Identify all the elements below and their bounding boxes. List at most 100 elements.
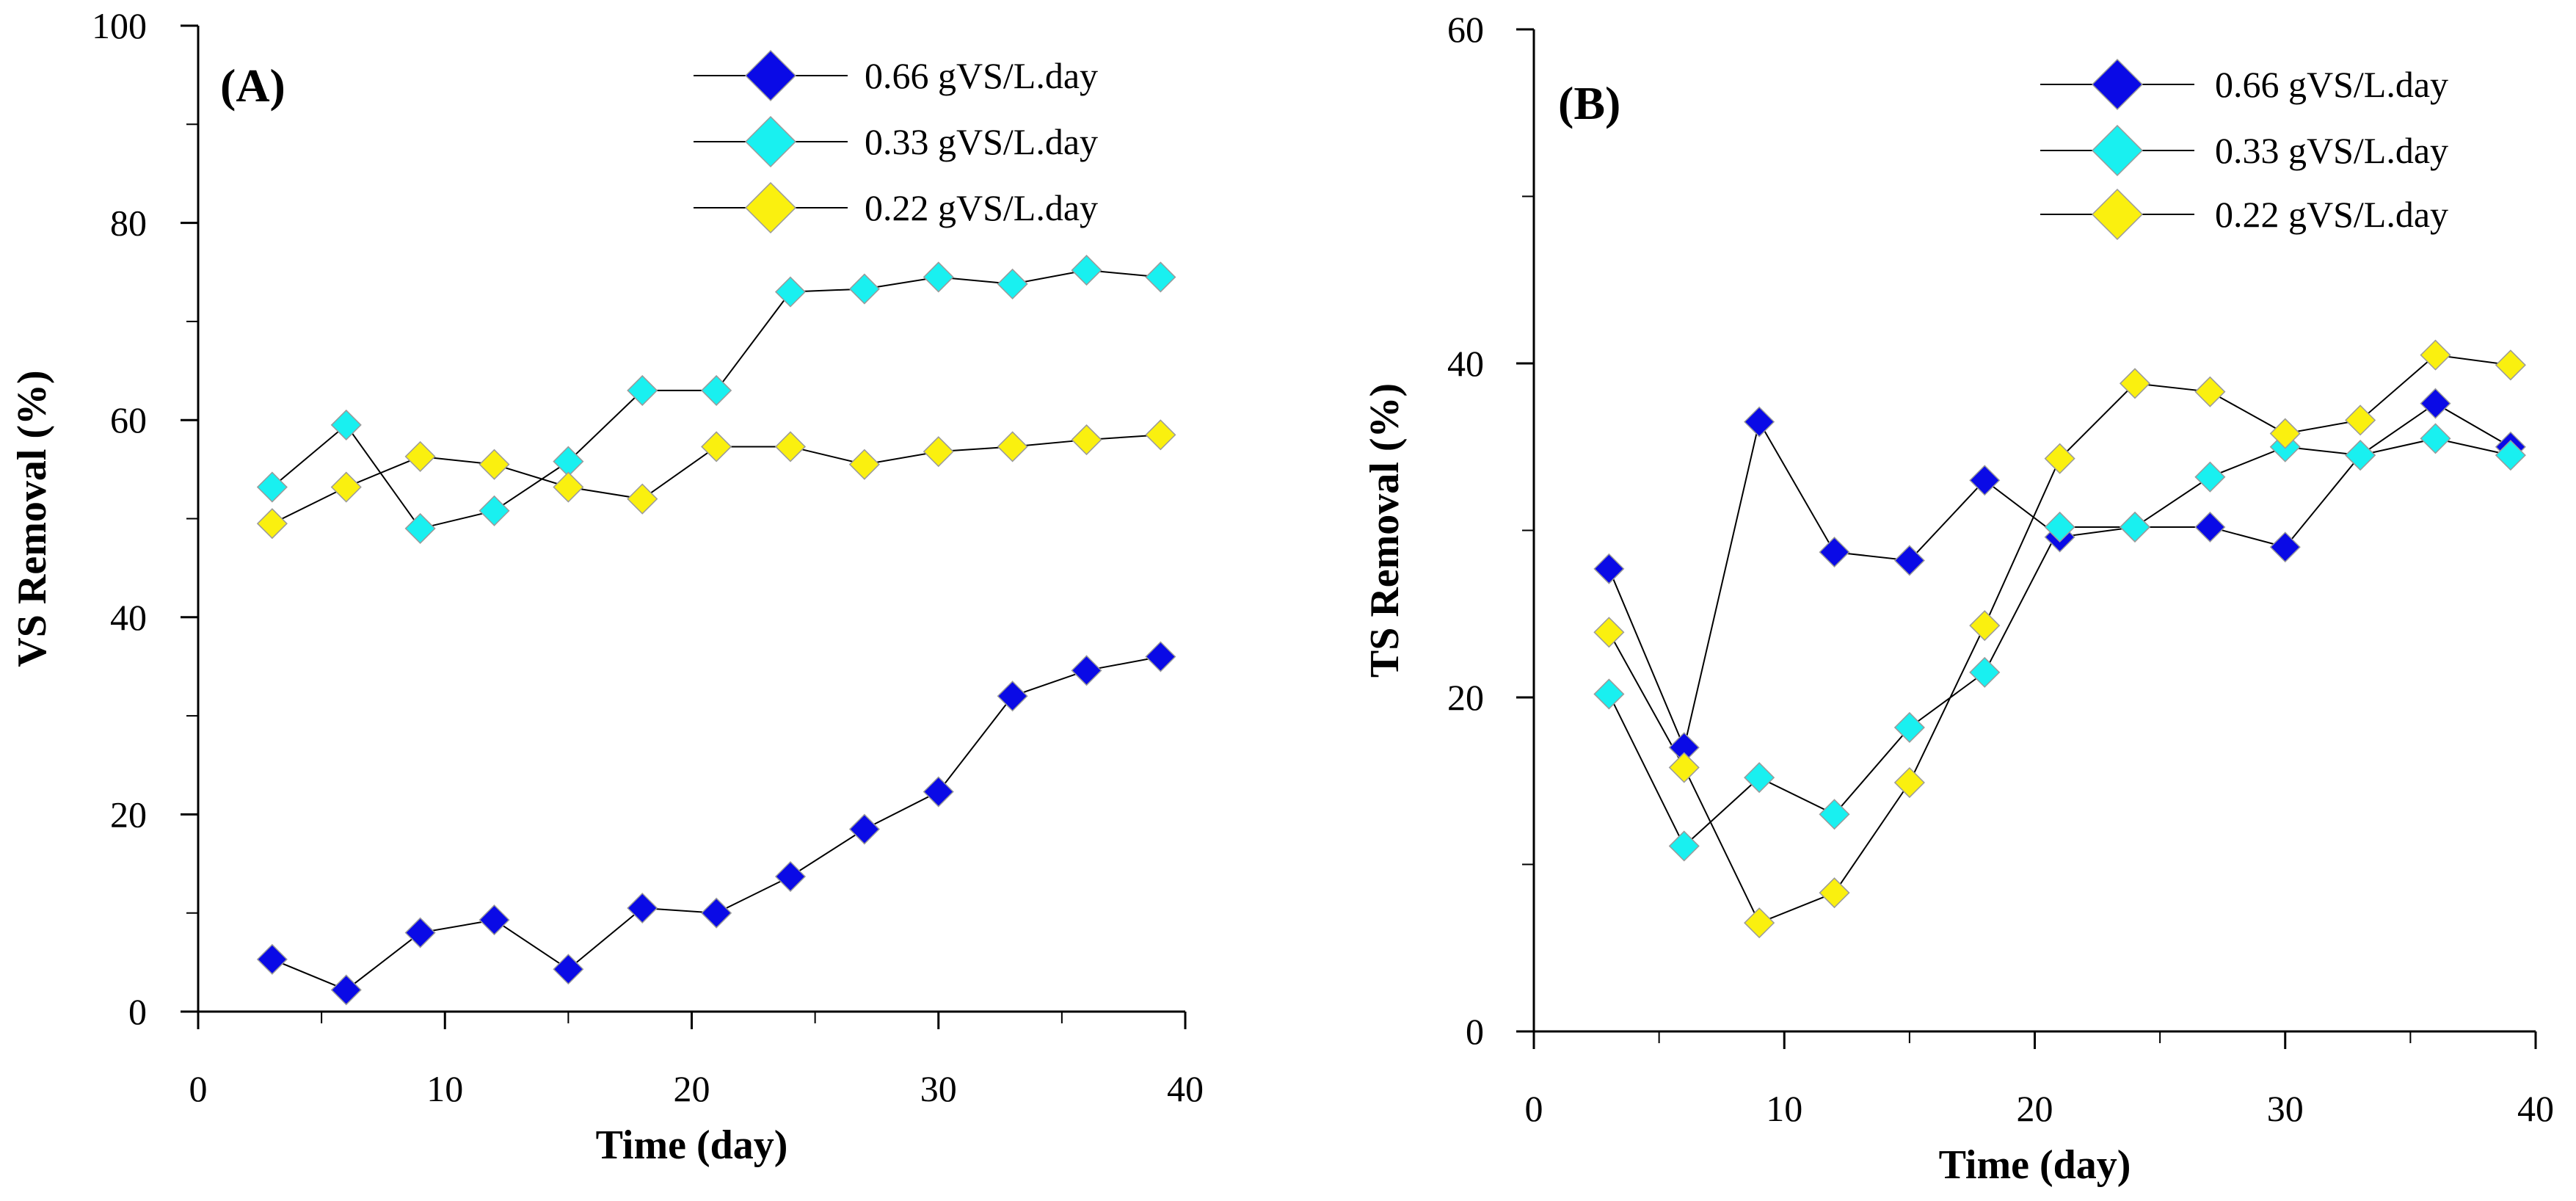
panel-a-y-tick-label: 60 [110,399,147,440]
panel-a-point-s1-11 [1071,255,1102,286]
panel-a-y-tick-label: 100 [92,5,147,46]
panel-a-point-s2-0 [256,508,288,540]
panel-b-point-s2-9 [2269,418,2301,449]
panel-a-x-tick-label: 10 [426,1068,463,1109]
panel-a-point-s1-10 [997,268,1028,300]
panel-b-label: (B) [1558,77,1620,129]
panel-a-point-s0-12 [1145,641,1176,672]
panel-b-y-axis-title: TS Removal (%) [1362,383,1408,678]
panel-a-point-s2-3 [479,449,510,480]
panel-b-x-axis-title: Time (day) [1939,1142,2131,1188]
panel-b-x-tick-label: 40 [2517,1088,2554,1129]
panel-b-point-s2-11 [2420,339,2451,371]
panel-a-point-s0-7 [774,860,807,893]
panel-a-point-s0-6 [701,897,732,929]
panel-a-point-s2-10 [997,431,1028,462]
panel-a-legend-marker-1 [744,115,797,168]
panel-a-legend-marker-0 [744,49,797,102]
panel-a-x-tick-label: 0 [189,1068,208,1109]
panel-b-legend-marker-1 [2091,124,2144,177]
panel-b-point-s1-12 [2495,440,2526,471]
panel-a-legend-marker-2 [744,181,797,234]
panel-b-point-s2-6 [2044,443,2075,474]
panel-b-point-s0-5 [1969,465,2001,496]
panel-b-point-s2-10 [2345,404,2376,436]
panel-a-point-s1-12 [1145,261,1176,293]
panel-b-legend-marker-2 [2091,188,2144,241]
panel-a-x-tick-label: 30 [920,1068,957,1109]
panel-a-point-s1-6 [701,374,732,406]
panel-a-x-axis-title: Time (day) [596,1122,788,1168]
panel-b-point-s2-3 [1819,877,1850,909]
panel-a-point-s2-7 [774,431,807,462]
panel-a-legend-label-2: 0.22 gVS/L.day [865,187,1098,228]
panel-b-point-s1-10 [2345,440,2376,471]
panel-a-point-s2-8 [848,449,880,480]
panel-b-point-s0-11 [2420,388,2451,419]
panel-a-legend-label-1: 0.33 gVS/L.day [865,121,1098,162]
panel-b-legend-label-2: 0.22 gVS/L.day [2215,194,2448,235]
panel-b-point-s1-1 [1668,830,1700,862]
panel-b-point-s0-0 [1593,553,1625,584]
panel-a-point-s0-9 [923,776,954,808]
panel-b-point-s1-5 [1969,656,2001,688]
panel-a-x-tick-label: 40 [1167,1068,1204,1109]
panel-a-y-tick-label: 40 [110,597,147,638]
panel-b-point-s1-7 [2119,511,2151,543]
panel-a-y-tick-label: 80 [110,203,147,244]
panel-a-point-s0-10 [997,681,1028,712]
panel-a-point-s0-8 [848,813,880,845]
panel-b-point-s1-2 [1744,762,1775,794]
panel-a-point-s0-1 [330,974,362,1006]
panel-b-point-s2-5 [1969,610,2001,642]
panel-b-point-s0-9 [2269,531,2301,563]
panel-a-point-s1-9 [923,261,954,293]
panel-a-y-tick-label: 20 [110,794,147,835]
panel-b-point-s1-4 [1893,711,1925,744]
panel-b-x-tick-label: 10 [1766,1088,1802,1129]
panel-b-point-s2-2 [1744,907,1775,939]
panel-a-point-s2-12 [1145,419,1176,451]
panel-b-point-s0-2 [1744,406,1775,438]
panel-b-series-line-2 [1608,354,2511,924]
panel-a-y-tick-label: 0 [128,991,147,1032]
panel-b-point-s2-7 [2119,368,2151,399]
panel-a-point-s2-6 [701,431,732,462]
panel-a-legend-label-0: 0.66 gVS/L.day [865,55,1098,96]
panel-a-point-s1-0 [256,471,288,503]
panel-b-point-s1-6 [2044,511,2075,543]
panel-a-point-s2-9 [923,436,954,468]
panel-a-point-s2-1 [330,471,362,503]
panel-a-point-s1-3 [479,495,510,526]
panel-b-point-s1-0 [1593,678,1625,710]
panel-b-point-s0-8 [2194,511,2226,543]
panel-b-legend-label-1: 0.33 gVS/L.day [2215,130,2448,171]
panel-a-vs-removal: 0 10 20 30 40 0 20 40 60 80 100 Time (day) VS Remova… [10,5,1204,1168]
panel-b-point-s2-1 [1668,752,1700,783]
panel-b-point-s0-3 [1819,537,1850,568]
panel-a-point-s1-8 [848,273,880,305]
panel-a-point-s1-7 [774,276,807,308]
panel-b-x-tick-label: 30 [2267,1088,2304,1129]
panel-a-point-s0-2 [404,917,436,948]
panel-b-legend-label-0: 0.66 gVS/L.day [2215,64,2448,105]
panel-a-point-s0-4 [553,954,584,985]
panel-a-point-s2-4 [553,471,584,503]
panel-a-y-axis-title: VS Removal (%) [10,370,55,667]
panel-b-y-tick-label: 40 [1447,343,1484,384]
panel-a-point-s2-2 [404,440,436,472]
panel-b-point-s2-8 [2194,376,2226,407]
panel-b-point-s1-3 [1819,799,1850,830]
panel-a-point-s2-11 [1071,424,1102,456]
panel-a-x-tick-label: 20 [674,1068,710,1109]
panel-a-point-s0-0 [256,943,288,975]
panel-b-ts-removal: 0 10 20 30 40 0 20 40 60 Time (day) TS Removal (%)… [1362,9,2554,1188]
panel-a-point-s0-11 [1071,655,1102,686]
panel-b-x-tick-label: 20 [2017,1088,2053,1129]
panel-b-point-s0-4 [1893,545,1925,576]
panel-a-point-s0-3 [479,904,510,936]
panel-a-series-line-0 [272,656,1161,991]
panel-b-y-tick-label: 0 [1466,1011,1484,1052]
panel-b-point-s2-0 [1593,617,1625,648]
